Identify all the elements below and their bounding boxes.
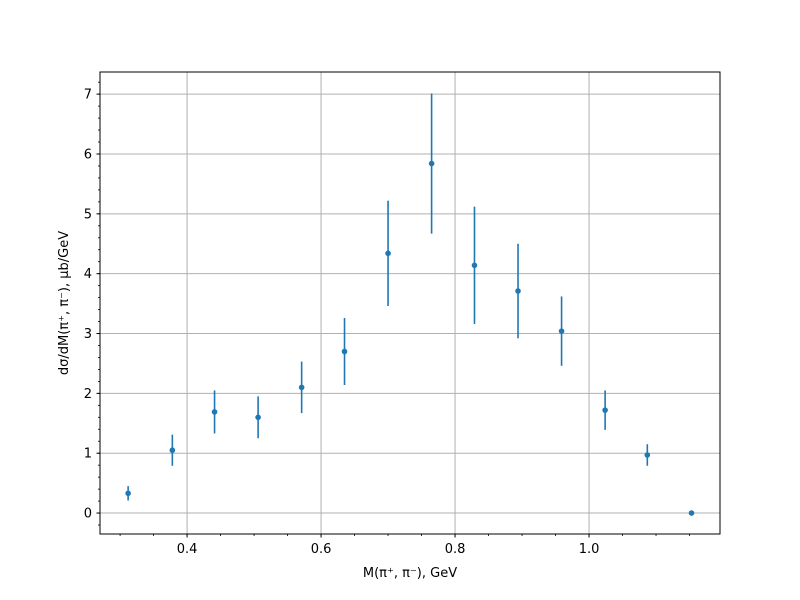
data-point bbox=[341, 348, 348, 355]
y-tick-label: 7 bbox=[84, 88, 92, 103]
y-tick-label: 5 bbox=[84, 207, 92, 222]
y-tick-label: 1 bbox=[84, 447, 92, 462]
data-points bbox=[125, 93, 695, 516]
data-point bbox=[255, 414, 261, 421]
x-tick-label: 1.0 bbox=[579, 542, 600, 557]
y-axis-label: dσ/dM(π⁺, π⁻), μb/GeV bbox=[57, 231, 72, 375]
data-point bbox=[602, 407, 608, 413]
ticks: 0.4 0.6 0.8 1.0 0 1 2 3 4 5 6 7 bbox=[84, 81, 690, 557]
data-point bbox=[169, 447, 176, 454]
data-point bbox=[211, 409, 218, 415]
y-tick-label: 6 bbox=[84, 147, 92, 162]
axes-frame bbox=[99, 71, 721, 535]
x-tick-label: 0.8 bbox=[445, 542, 466, 557]
data-point bbox=[125, 490, 131, 497]
x-tick-label: 0.4 bbox=[177, 542, 198, 557]
x-axis-label: M(π⁺, π⁻), GeV bbox=[363, 566, 457, 581]
y-tick-label: 0 bbox=[84, 507, 92, 522]
data-point bbox=[298, 384, 305, 391]
data-point bbox=[428, 160, 435, 167]
y-tick-label: 4 bbox=[84, 267, 92, 282]
data-point bbox=[644, 452, 651, 458]
data-point bbox=[385, 250, 391, 257]
data-point bbox=[471, 262, 478, 269]
data-point bbox=[558, 328, 565, 334]
grid bbox=[100, 72, 720, 534]
data-point bbox=[515, 288, 521, 294]
x-tick-label: 0.6 bbox=[311, 542, 332, 557]
y-tick-label: 2 bbox=[84, 387, 92, 402]
y-tick-label: 3 bbox=[84, 327, 92, 342]
data-point bbox=[688, 510, 695, 516]
